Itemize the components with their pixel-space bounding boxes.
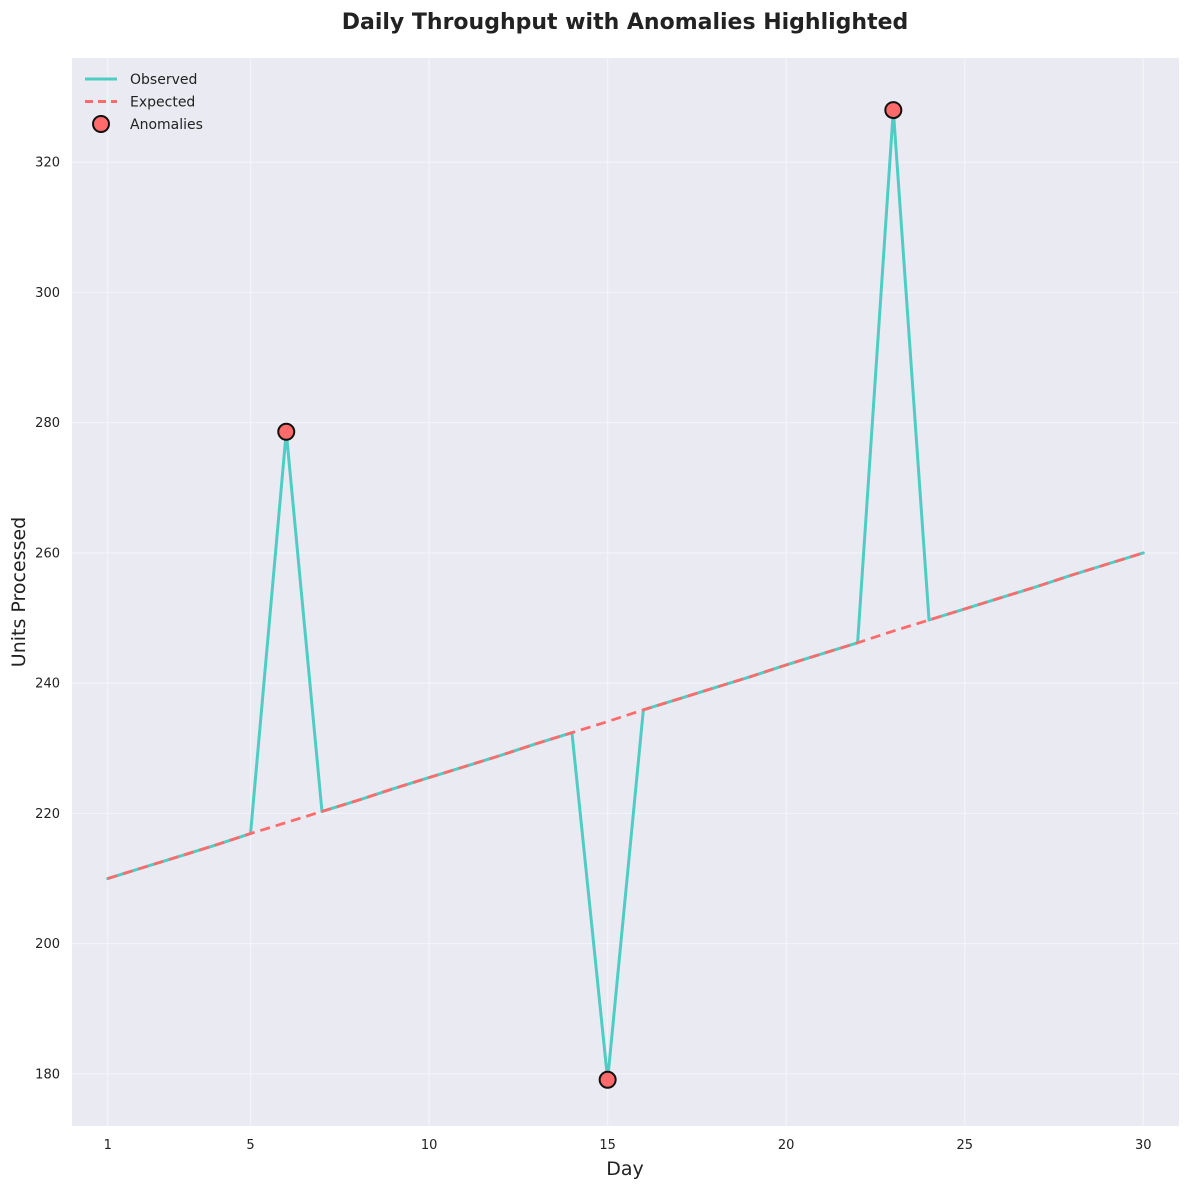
x-tick-label: 30 [1135, 1138, 1152, 1153]
x-tick-label: 20 [778, 1138, 795, 1153]
series-layer [106, 108, 1145, 1082]
x-axis-label: Day [606, 1158, 644, 1180]
anomaly-point [598, 1070, 617, 1089]
anomaly-point [884, 101, 903, 120]
series-expected-line [107, 551, 1144, 880]
plot-area [72, 58, 1179, 1126]
x-tick-label: 5 [246, 1138, 254, 1153]
anomaly-point [277, 422, 296, 441]
y-tick-label: 180 [35, 1067, 60, 1082]
chart-title: Daily Throughput with Anomalies Highligh… [342, 10, 909, 35]
x-tick-label: 10 [421, 1138, 438, 1153]
y-tick-label: 300 [35, 286, 60, 301]
y-tick-label: 280 [35, 416, 60, 431]
y-tick-label: 220 [35, 807, 60, 822]
grid-lines [72, 58, 1179, 1126]
legend-observed-label: Observed [130, 72, 197, 88]
x-tick-label: 25 [956, 1138, 973, 1153]
legend-anomalies-swatch [92, 115, 110, 133]
y-tick-label: 200 [35, 937, 60, 952]
x-tick-label: 1 [104, 1138, 112, 1153]
y-tick-label: 260 [35, 546, 60, 561]
anomaly-markers [277, 101, 903, 1089]
y-tick-label: 240 [35, 677, 60, 692]
y-axis-label: Units Processed [8, 517, 30, 667]
legend: Observed Expected Anomalies [85, 72, 203, 133]
legend-anomalies-label: Anomalies [130, 117, 203, 133]
y-tick-label: 320 [35, 156, 60, 171]
legend-expected-label: Expected [130, 95, 195, 111]
x-tick-label: 15 [599, 1138, 616, 1153]
